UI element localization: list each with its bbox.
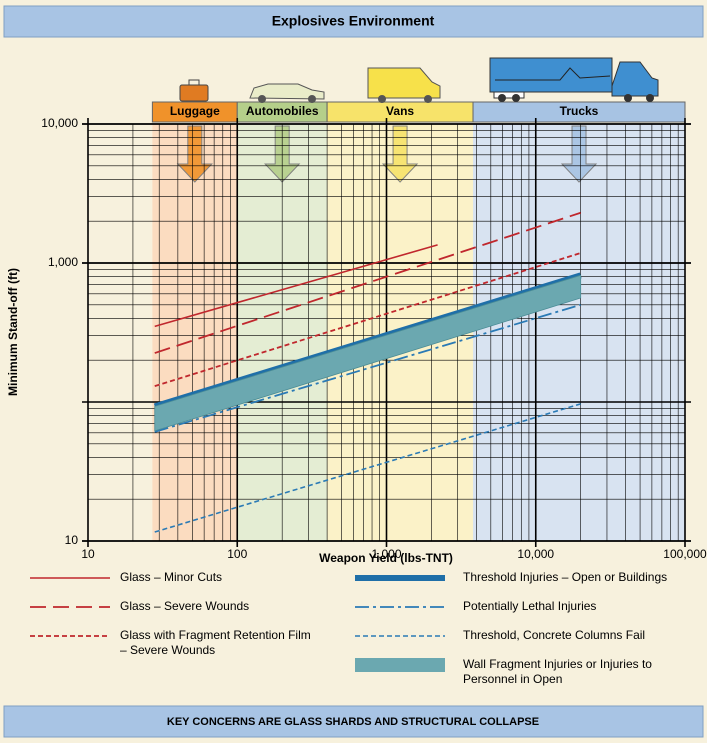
footer: KEY CONCERNS ARE GLASS SHARDS AND STRUCT… bbox=[167, 716, 539, 728]
x-tick-label: 10,000 bbox=[517, 547, 554, 561]
series-line bbox=[154, 303, 581, 433]
x-tick-label: 10 bbox=[81, 547, 95, 561]
band-label: Automobiles bbox=[246, 104, 319, 118]
band-label: Luggage bbox=[170, 104, 220, 118]
backgrounds: Luggage Automobiles Vans Trucks bbox=[151, 101, 686, 541]
band-area bbox=[473, 124, 685, 541]
x-tick-label: 1,000 bbox=[371, 547, 401, 561]
chart-title: Explosives Environment bbox=[272, 13, 435, 29]
y-tick-label: 1,000 bbox=[48, 255, 78, 269]
legend-label: Glass with Fragment Retention Film – Sev… bbox=[120, 628, 311, 657]
footer-bar bbox=[3, 705, 704, 738]
y-tick-label: 10 bbox=[65, 533, 79, 547]
band-area bbox=[154, 274, 582, 432]
arrow bbox=[176, 125, 213, 183]
legend-label: Glass – Minor Cuts bbox=[120, 570, 223, 584]
van-icon bbox=[367, 67, 441, 103]
title-bar bbox=[3, 5, 704, 38]
arrow bbox=[381, 125, 419, 183]
legend-swatch bbox=[355, 658, 445, 672]
x-tick-label: 100 bbox=[227, 547, 247, 561]
legend-label: Glass – Severe Wounds bbox=[120, 599, 250, 613]
series-line bbox=[154, 252, 581, 388]
series-line bbox=[154, 403, 581, 533]
band-area bbox=[152, 124, 238, 541]
band-header bbox=[472, 101, 686, 123]
legend-label: Potentially Lethal Injuries bbox=[463, 599, 597, 613]
x-tick-label: 100,000 bbox=[663, 547, 707, 561]
legend-label: Wall Fragment Injuries or Injuries to Pe… bbox=[463, 657, 652, 686]
series-line bbox=[154, 211, 581, 354]
band-label: Trucks bbox=[560, 104, 599, 118]
y-axis-label: Minimum Stand-off (ft) bbox=[6, 268, 20, 396]
legend-label: Threshold Injuries – Open or Buildings bbox=[463, 570, 668, 584]
truck-icon bbox=[489, 57, 659, 102]
band-label: Vans bbox=[386, 104, 414, 118]
x-axis-label: Weapon Yield (lbs-TNT) bbox=[319, 551, 453, 565]
grid: 10 100 1,000 10,000 100,000 10 1,000 10,000 bbox=[41, 116, 707, 561]
y-tick-label: 10,000 bbox=[41, 116, 78, 130]
marks bbox=[153, 211, 582, 533]
arrow bbox=[560, 125, 598, 183]
car-icon bbox=[249, 83, 325, 103]
legend-label: Threshold, Concrete Columns Fail bbox=[463, 628, 646, 642]
series-line bbox=[154, 244, 438, 328]
suitcase-icon bbox=[179, 79, 209, 102]
